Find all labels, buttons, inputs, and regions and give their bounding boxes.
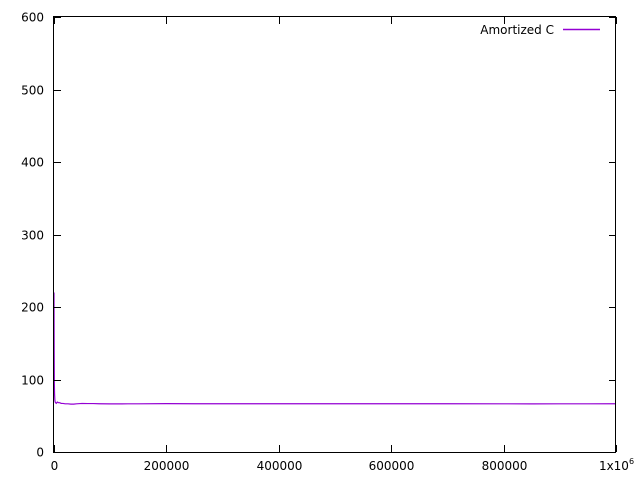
x-tick-label: 0 xyxy=(51,459,59,473)
x-tick-label: 1x106 xyxy=(599,457,634,473)
x-tick-label: 600000 xyxy=(369,459,415,473)
plot-frame xyxy=(53,16,616,453)
series-layer xyxy=(53,292,617,405)
legend-label: Amortized C xyxy=(480,23,554,37)
y-tick-label: 300 xyxy=(21,229,44,243)
y-tick-label: 500 xyxy=(21,84,44,98)
y-tick-label: 600 xyxy=(21,11,44,25)
x-tick-label-exponent: 6 xyxy=(629,457,634,466)
x-tick-label: 400000 xyxy=(257,459,303,473)
series-line xyxy=(53,292,617,405)
ticks-layer: 0 100 200 300 400 500 600 0 200000 400000 600000 80… xyxy=(21,11,634,474)
y-tick-label: 100 xyxy=(21,374,44,388)
y-tick-label: 400 xyxy=(21,156,44,170)
legend: Amortized C xyxy=(480,23,600,37)
x-tick-label: 800000 xyxy=(482,459,528,473)
y-tick-label: 200 xyxy=(21,301,44,315)
y-tick-label: 0 xyxy=(36,446,44,460)
x-tick-label: 200000 xyxy=(144,459,190,473)
